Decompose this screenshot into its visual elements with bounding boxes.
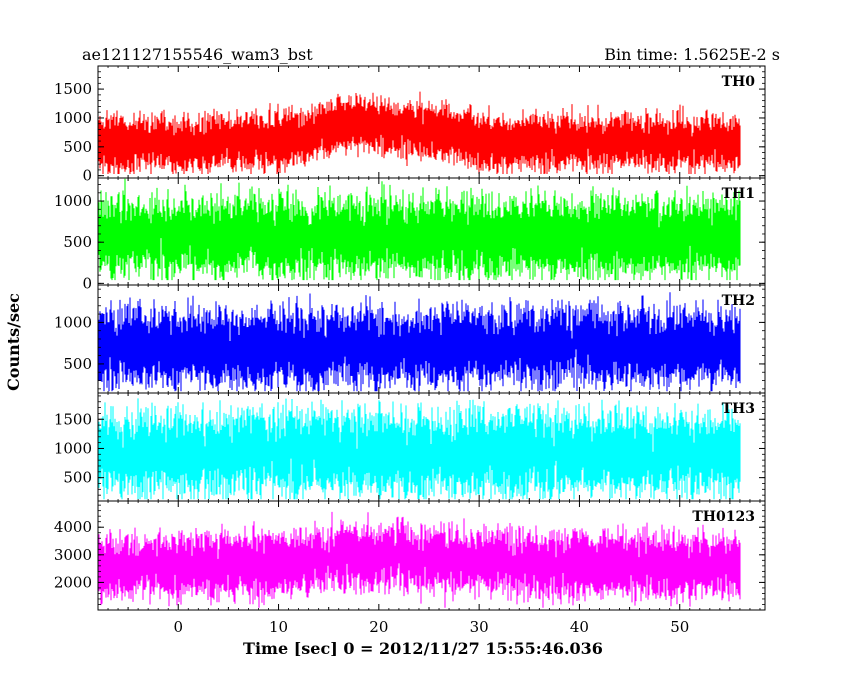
bin-time-label: Bin time: 1.5625E-2 s — [604, 45, 780, 64]
series-th0123-line — [98, 511, 741, 608]
y-tick-label: 0 — [82, 167, 92, 185]
x-axis-tick-labels: 0 10 20 30 40 50 — [173, 618, 689, 636]
y-tick-label: 2000 — [54, 573, 92, 591]
y-tick-label: 4000 — [54, 518, 92, 536]
x-tick-label: 40 — [570, 618, 589, 636]
series-th2-line — [98, 292, 741, 392]
panel-label-th3: TH3 — [722, 401, 755, 417]
panels-group: 0 500 1000 1500 TH0 0 500 1000 TH1 500 1000 TH2 500 1… — [54, 65, 766, 611]
x-tick-label: 10 — [269, 618, 288, 636]
panel-label-th1: TH1 — [722, 186, 755, 202]
y-tick-label: 0 — [82, 274, 92, 292]
series-th0-line — [98, 91, 741, 174]
x-tick-label: 30 — [470, 618, 489, 636]
panel-th2: 500 1000 TH2 — [54, 284, 766, 394]
chart-title: ae121127155546_wam3_bst — [82, 45, 313, 64]
y-tick-label: 1000 — [54, 439, 92, 457]
y-tick-label: 1000 — [54, 109, 92, 127]
panel-label-th2: TH2 — [722, 293, 755, 309]
panel-th0: 0 500 1000 1500 TH0 — [54, 65, 766, 185]
panel-label-th0123: TH0123 — [692, 509, 755, 525]
y-tick-label: 1500 — [54, 80, 92, 98]
y-tick-label: 500 — [63, 233, 92, 251]
panel-label-th0: TH0 — [722, 74, 756, 90]
y-tick-label: 1500 — [54, 410, 92, 428]
series-th3-line — [98, 398, 741, 500]
x-axis-title: Time [sec] 0 = 2012/11/27 15:55:46.036 — [243, 639, 603, 658]
y-tick-label: 500 — [63, 355, 92, 373]
series-th1-line — [98, 178, 741, 281]
y-tick-label: 500 — [63, 138, 92, 156]
x-tick-label: 20 — [369, 618, 388, 636]
y-tick-label: 1000 — [54, 313, 92, 331]
x-tick-label: 50 — [670, 618, 689, 636]
y-axis-title: Counts/sec — [4, 293, 23, 391]
panel-th0123: 2000 3000 4000 TH0123 — [54, 500, 766, 611]
x-tick-label: 0 — [173, 618, 183, 636]
panel-frame — [97, 500, 766, 611]
y-tick-label: 1000 — [54, 192, 92, 210]
panel-th1: 0 500 1000 TH1 — [54, 177, 766, 292]
y-tick-label: 500 — [63, 469, 92, 487]
y-tick-label: 3000 — [54, 546, 92, 564]
